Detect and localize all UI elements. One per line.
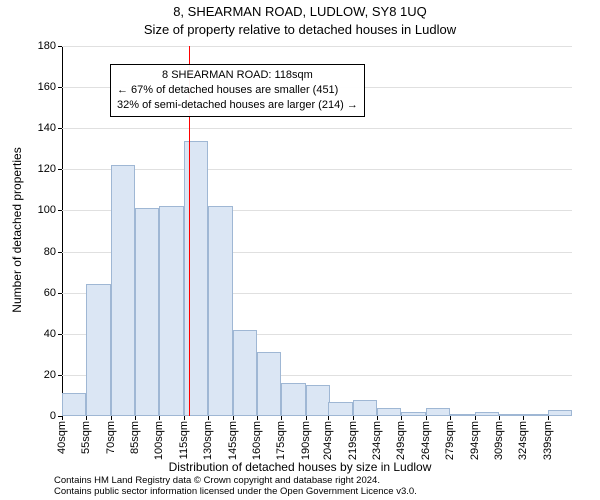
xtick-label: 279sqm [444,416,456,460]
plot-area: 02040608010012014016018040sqm55sqm70sqm8… [62,46,572,416]
ytick-label: 40 [44,328,56,340]
chart-container: 8, SHEARMAN ROAD, LUDLOW, SY8 1UQ Size o… [0,0,600,500]
xtick-label: 309sqm [493,416,505,460]
histogram-bar [281,383,305,416]
footnote: Contains HM Land Registry data © Crown c… [54,476,417,498]
x-axis-label: Distribution of detached houses by size … [0,460,600,474]
ytick-label: 100 [38,204,56,216]
xtick-label: 249sqm [395,416,407,460]
histogram-bar [353,400,377,416]
footnote-line1: Contains HM Land Registry data © Crown c… [54,475,380,486]
ytick-mark [58,293,62,294]
xtick-label: 130sqm [202,416,214,460]
annotation-line: 32% of semi-detached houses are larger (… [117,98,358,113]
xtick-label: 264sqm [420,416,432,460]
histogram-bar [233,330,257,416]
ytick-label: 160 [38,81,56,93]
xtick-label: 339sqm [542,416,554,460]
ytick-label: 120 [38,163,56,175]
xtick-label: 219sqm [347,416,359,460]
ytick-mark [58,87,62,88]
histogram-bar [257,352,281,416]
xtick-label: 115sqm [178,416,190,459]
ytick-mark [58,210,62,211]
histogram-bar [111,165,135,416]
ytick-mark [58,128,62,129]
xtick-label: 70sqm [105,416,117,454]
xtick-label: 100sqm [153,416,165,460]
histogram-bar [86,284,110,416]
xtick-label: 160sqm [251,416,263,460]
xtick-label: 55sqm [80,416,92,454]
xtick-label: 190sqm [300,416,312,460]
ytick-mark [58,252,62,253]
histogram-bar [208,206,232,416]
histogram-bar [62,393,86,416]
histogram-bar [306,385,330,416]
xtick-label: 175sqm [275,416,287,460]
xtick-label: 294sqm [469,416,481,460]
annotation-box: 8 SHEARMAN ROAD: 118sqm← 67% of detached… [110,64,365,117]
gridline-h [62,46,572,47]
annotation-line: 8 SHEARMAN ROAD: 118sqm [117,68,358,83]
title-address: 8, SHEARMAN ROAD, LUDLOW, SY8 1UQ [0,4,600,19]
xtick-label: 234sqm [371,416,383,460]
xtick-label: 204sqm [322,416,334,460]
ytick-label: 20 [44,369,56,381]
y-axis-label: Number of detached properties [10,147,24,312]
ytick-label: 80 [44,246,56,258]
ytick-label: 180 [38,40,56,52]
ytick-mark [58,334,62,335]
histogram-bar [135,208,159,416]
xtick-label: 40sqm [56,416,68,454]
footnote-line2: Contains public sector information licen… [54,486,417,497]
histogram-bar [328,402,352,416]
ytick-label: 140 [38,122,56,134]
ytick-label: 60 [44,287,56,299]
ytick-mark [58,46,62,47]
gridline-h [62,169,572,170]
gridline-h [62,128,572,129]
histogram-bar [377,408,401,416]
xtick-label: 85sqm [129,416,141,454]
xtick-label: 145sqm [227,416,239,460]
annotation-line: ← 67% of detached houses are smaller (45… [117,83,358,98]
histogram-bar [426,408,450,416]
ytick-mark [58,375,62,376]
ytick-mark [58,169,62,170]
title-subtitle: Size of property relative to detached ho… [0,22,600,37]
histogram-bar [159,206,183,416]
xtick-label: 324sqm [517,416,529,460]
histogram-bar [184,141,208,416]
